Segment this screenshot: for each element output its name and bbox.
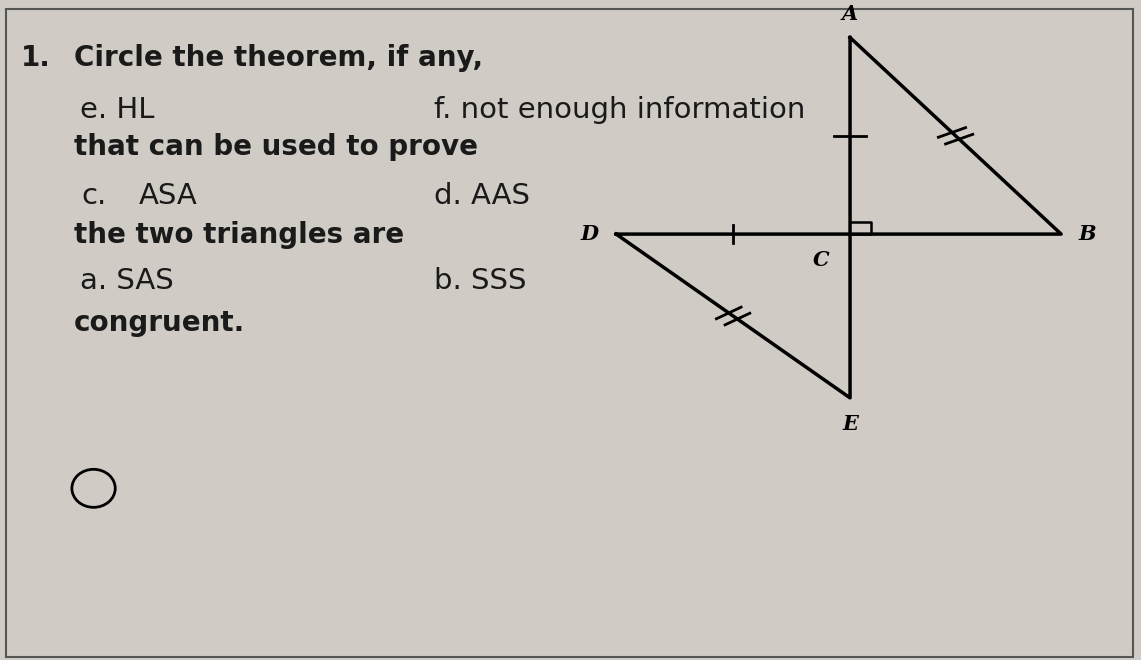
Text: Circle the theorem, if any,: Circle the theorem, if any, xyxy=(74,44,484,72)
Text: a. SAS: a. SAS xyxy=(80,267,173,295)
Text: that can be used to prove: that can be used to prove xyxy=(74,133,478,160)
Text: A: A xyxy=(842,5,858,24)
Text: e. HL: e. HL xyxy=(80,96,154,125)
Text: D: D xyxy=(581,224,599,244)
Text: 1.: 1. xyxy=(21,44,50,72)
Text: congruent.: congruent. xyxy=(74,310,245,337)
Text: b. SSS: b. SSS xyxy=(434,267,526,295)
Text: E: E xyxy=(842,414,858,434)
Text: f. not enough information: f. not enough information xyxy=(434,96,804,125)
Text: ASA: ASA xyxy=(139,182,197,210)
Text: C: C xyxy=(812,251,830,271)
Text: c.: c. xyxy=(81,182,106,210)
Text: d. AAS: d. AAS xyxy=(434,182,529,210)
Text: B: B xyxy=(1078,224,1095,244)
Text: the two triangles are: the two triangles are xyxy=(74,221,404,249)
